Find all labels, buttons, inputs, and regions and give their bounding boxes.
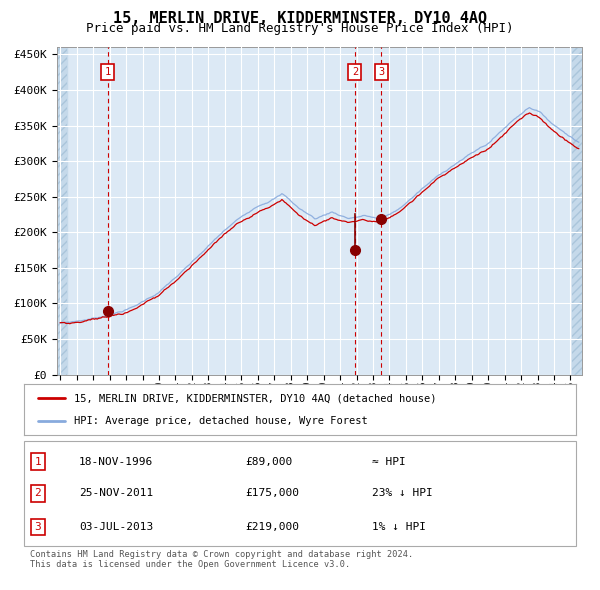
Text: HPI: Average price, detached house, Wyre Forest: HPI: Average price, detached house, Wyre… <box>74 416 367 426</box>
Text: £219,000: £219,000 <box>245 522 299 532</box>
Text: 3: 3 <box>34 522 41 532</box>
Text: 23% ↓ HPI: 23% ↓ HPI <box>372 489 433 498</box>
Text: 2: 2 <box>34 489 41 498</box>
Bar <box>57 47 67 375</box>
Text: 25-NOV-2011: 25-NOV-2011 <box>79 489 154 498</box>
Text: 1% ↓ HPI: 1% ↓ HPI <box>372 522 426 532</box>
Bar <box>57 47 67 375</box>
Text: 1: 1 <box>34 457 41 467</box>
Bar <box>572 47 582 375</box>
Text: £89,000: £89,000 <box>245 457 292 467</box>
Text: 15, MERLIN DRIVE, KIDDERMINSTER, DY10 4AQ (detached house): 15, MERLIN DRIVE, KIDDERMINSTER, DY10 4A… <box>74 393 436 403</box>
Text: 2: 2 <box>352 67 358 77</box>
Text: Contains HM Land Registry data © Crown copyright and database right 2024.
This d: Contains HM Land Registry data © Crown c… <box>30 550 413 569</box>
Text: 03-JUL-2013: 03-JUL-2013 <box>79 522 154 532</box>
Text: 18-NOV-1996: 18-NOV-1996 <box>79 457 154 467</box>
Bar <box>572 47 582 375</box>
Text: 15, MERLIN DRIVE, KIDDERMINSTER, DY10 4AQ: 15, MERLIN DRIVE, KIDDERMINSTER, DY10 4A… <box>113 11 487 25</box>
Text: £175,000: £175,000 <box>245 489 299 498</box>
Text: 3: 3 <box>378 67 385 77</box>
Text: 1: 1 <box>104 67 111 77</box>
Text: Price paid vs. HM Land Registry's House Price Index (HPI): Price paid vs. HM Land Registry's House … <box>86 22 514 35</box>
Text: ≈ HPI: ≈ HPI <box>372 457 406 467</box>
